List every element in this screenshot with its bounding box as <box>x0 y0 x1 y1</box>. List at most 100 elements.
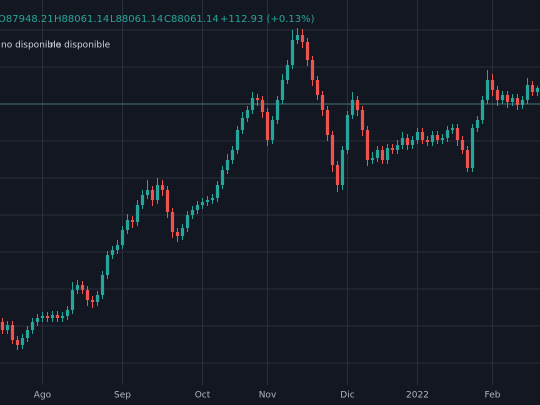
candle-body <box>195 205 200 210</box>
candle-body <box>5 325 10 330</box>
candle-body <box>240 118 245 130</box>
candle-body <box>535 88 540 92</box>
candle-body <box>330 135 335 165</box>
candle-body <box>395 145 400 150</box>
candle-body <box>270 120 275 140</box>
candle-body <box>45 316 50 318</box>
candle-body <box>140 195 145 205</box>
candle-body <box>435 135 440 140</box>
candle-body <box>255 98 260 100</box>
candle-body <box>160 185 165 190</box>
candle-body <box>230 150 235 160</box>
ohlc-value: C88061.14 <box>164 14 219 25</box>
candle-body <box>325 110 330 135</box>
x-tick-label: Sep <box>114 391 131 401</box>
x-tick-label: Ago <box>34 391 52 401</box>
candle-body <box>425 140 430 142</box>
candle-body <box>0 322 5 330</box>
candle-body <box>95 295 100 302</box>
ohlc-value: O87948.21 <box>0 14 54 25</box>
candle-body <box>525 85 530 100</box>
candle-body <box>295 35 300 40</box>
candle-body <box>155 185 160 200</box>
candle-body <box>280 80 285 100</box>
candle-body <box>220 170 225 185</box>
candle-body <box>130 220 135 222</box>
ohlc-value: H88061.14 <box>54 14 109 25</box>
candle-body <box>400 138 405 145</box>
candle-body <box>350 100 355 115</box>
candle-body <box>375 150 380 158</box>
candle-body <box>215 185 220 198</box>
candle-body <box>345 115 350 150</box>
candle-body <box>170 212 175 232</box>
candle-body <box>410 140 415 145</box>
candle-body <box>185 215 190 228</box>
candle-body <box>360 110 365 130</box>
candle-body <box>390 148 395 150</box>
candle-body <box>475 120 480 128</box>
candle-body <box>80 285 85 290</box>
candle-body <box>100 275 105 295</box>
candle-body <box>225 160 230 170</box>
candle-body <box>485 80 490 100</box>
candle-body <box>200 202 205 205</box>
candle-body <box>415 132 420 140</box>
candle-body <box>380 150 385 160</box>
candle-body <box>310 60 315 80</box>
candle-body <box>115 245 120 250</box>
candle-body <box>235 130 240 150</box>
candle-body <box>150 190 155 200</box>
candle-body <box>365 130 370 160</box>
candle-body <box>490 80 495 90</box>
status-label: no disponible <box>1 41 62 51</box>
candle-body <box>275 100 280 120</box>
candle-body <box>165 190 170 212</box>
candle-body <box>340 150 345 185</box>
candle-body <box>445 130 450 138</box>
x-tick-label: Nov <box>259 391 277 401</box>
candle-body <box>470 128 475 168</box>
candle-body <box>305 42 310 60</box>
candle-body <box>250 98 255 110</box>
candle-body <box>60 316 65 318</box>
candle-body <box>75 285 80 290</box>
status-label: no disponible <box>50 41 111 51</box>
candle-body <box>420 132 425 140</box>
candle-body <box>430 135 435 142</box>
candle-body <box>450 128 455 130</box>
candle-body <box>135 205 140 222</box>
candle-body <box>530 85 535 92</box>
candle-body <box>405 138 410 145</box>
candle-body <box>110 250 115 255</box>
candle-body <box>440 138 445 140</box>
ohlc-value: L88061.14 <box>110 14 163 25</box>
candle-body <box>515 98 520 105</box>
candle-body <box>70 290 75 310</box>
candle-body <box>120 230 125 245</box>
candle-body <box>300 35 305 42</box>
candle-body <box>90 300 95 302</box>
x-tick-label: 2022 <box>406 391 429 401</box>
candle-body <box>175 232 180 236</box>
candle-body <box>180 228 185 236</box>
candle-body <box>85 290 90 300</box>
candle-body <box>15 340 20 345</box>
candle-body <box>290 40 295 65</box>
candle-body <box>10 325 15 340</box>
candle-body <box>355 100 360 110</box>
candle-body <box>455 128 460 140</box>
candle-body <box>205 200 210 202</box>
candle-body <box>335 165 340 185</box>
ohlc-value: +112.93 (+0.13%) <box>220 14 315 25</box>
x-tick-label: Feb <box>485 391 501 401</box>
x-tick-label: Dic <box>340 391 354 401</box>
candle-body <box>495 90 500 100</box>
candle-body <box>505 95 510 102</box>
candle-body <box>40 316 45 318</box>
candle-body <box>285 65 290 80</box>
candle-body <box>245 110 250 118</box>
